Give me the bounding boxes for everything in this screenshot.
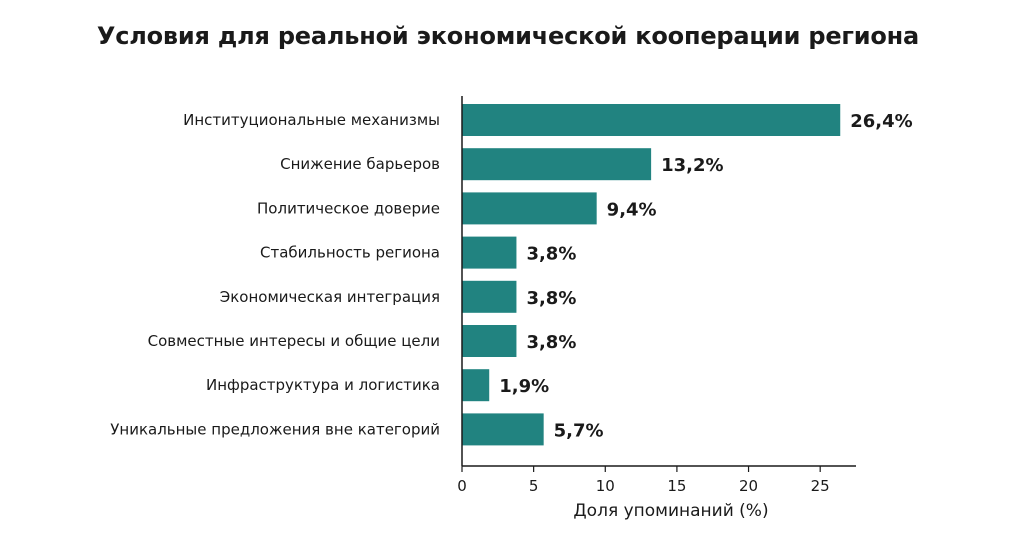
- value-label: 1,9%: [499, 376, 549, 397]
- category-label: Совместные интересы и общие цели: [148, 332, 440, 350]
- chart-title: Условия для реальной экономической коопе…: [96, 22, 920, 50]
- x-axis-label: Доля упоминаний (%): [573, 501, 768, 521]
- bar: [462, 369, 490, 402]
- x-tick-label: 5: [529, 477, 539, 495]
- x-tick-label: 20: [739, 477, 758, 495]
- category-label: Экономическая интеграция: [220, 288, 440, 306]
- category-label: Институциональные механизмы: [183, 111, 440, 129]
- x-tick-label: 0: [457, 477, 467, 495]
- x-tick-label: 10: [596, 477, 615, 495]
- value-label: 3,8%: [526, 332, 576, 353]
- value-label: 3,8%: [526, 288, 576, 309]
- bar: [462, 413, 544, 446]
- value-label: 13,2%: [661, 155, 723, 176]
- x-tick-label: 25: [811, 477, 830, 495]
- bar: [462, 280, 517, 313]
- axes-layer: 0 5 10 15 20 25 Доля упоминаний (%): [457, 96, 856, 521]
- category-label: Уникальные предложения вне категорий: [110, 420, 440, 438]
- category-label: Политическое доверие: [257, 199, 440, 217]
- bar: [462, 148, 652, 181]
- x-tick-label: 15: [667, 477, 686, 495]
- value-label: 5,7%: [554, 420, 604, 441]
- bar: [462, 104, 841, 136]
- value-label: 9,4%: [607, 199, 657, 220]
- value-label: 26,4%: [850, 111, 912, 132]
- category-label: Стабильность региона: [260, 244, 440, 262]
- category-label: Снижение барьеров: [280, 155, 440, 173]
- bar: [462, 325, 517, 357]
- bars-layer: Институциональные механизмы 26,4% Снижение…: [110, 104, 913, 446]
- category-label: Инфраструктура и логистика: [206, 376, 440, 394]
- bar: [462, 192, 597, 225]
- bar: [462, 236, 517, 269]
- value-label: 3,8%: [526, 244, 576, 265]
